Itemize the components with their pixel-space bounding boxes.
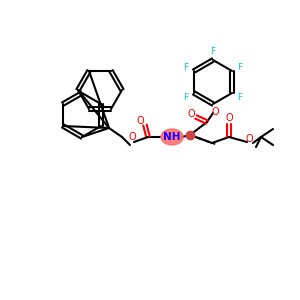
Text: O: O — [225, 113, 233, 123]
Text: O: O — [187, 109, 195, 119]
Text: F: F — [183, 62, 188, 71]
Text: O: O — [245, 134, 253, 144]
Text: O: O — [211, 107, 219, 117]
Text: NH: NH — [163, 132, 181, 142]
Text: F: F — [238, 62, 243, 71]
Text: F: F — [210, 47, 216, 56]
Ellipse shape — [161, 129, 183, 145]
Text: O: O — [128, 132, 136, 142]
Text: O: O — [136, 116, 144, 126]
Text: F: F — [183, 92, 188, 101]
Text: F: F — [238, 92, 243, 101]
